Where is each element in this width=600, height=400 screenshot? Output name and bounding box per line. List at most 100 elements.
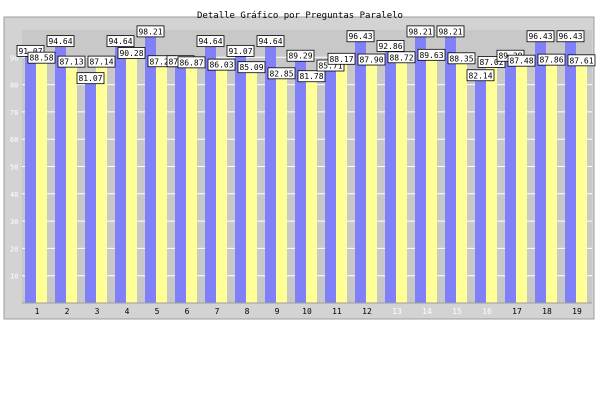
data-label-box xyxy=(46,35,75,48)
y-tick-label: 70 xyxy=(10,109,18,117)
data-label-box xyxy=(237,61,266,74)
data-label: 94.64 xyxy=(258,37,282,46)
data-label: 87.86 xyxy=(539,56,563,65)
bar xyxy=(295,59,306,304)
data-label: 94.64 xyxy=(198,37,222,46)
bar xyxy=(336,62,347,303)
data-label-box xyxy=(57,55,86,68)
bar xyxy=(396,60,407,303)
chart-title: Detalle Gráfico por Preguntas Paralelo xyxy=(197,11,403,21)
y-tick-labels: 10 20 30 40 50 60 70 80 90 xyxy=(10,54,18,280)
bar xyxy=(535,39,546,304)
bar xyxy=(96,65,107,303)
data-label-box xyxy=(466,69,495,82)
bar xyxy=(355,39,366,304)
data-label: 87.14 xyxy=(89,58,113,67)
data-label-box xyxy=(136,25,165,38)
data-label-box xyxy=(387,51,416,64)
data-label: 92.86 xyxy=(378,42,402,51)
bar xyxy=(156,64,167,303)
data-label-box xyxy=(76,72,105,85)
x-tick-label: 2 xyxy=(65,307,70,316)
data-label: 86.87 xyxy=(179,58,203,67)
data-label-box xyxy=(297,70,326,83)
bar xyxy=(216,68,227,304)
data-label: 88.72 xyxy=(389,53,413,62)
data-label-box xyxy=(436,25,465,38)
y-tick-label: 80 xyxy=(10,82,18,90)
data-label: 87.90 xyxy=(359,56,383,65)
bar xyxy=(505,59,516,304)
bar xyxy=(246,70,257,303)
data-label: 98.21 xyxy=(138,27,162,36)
bar xyxy=(385,49,396,303)
bar xyxy=(276,76,287,303)
bar xyxy=(55,44,66,303)
data-label-box xyxy=(177,56,206,69)
data-label: 82.14 xyxy=(468,71,492,80)
bar xyxy=(445,34,456,304)
bar xyxy=(115,44,126,303)
data-label-box xyxy=(556,30,585,43)
data-label: 88.58 xyxy=(29,54,53,63)
data-label-box xyxy=(117,47,146,59)
bar xyxy=(126,56,137,303)
data-label: 85.09 xyxy=(239,63,263,72)
bar xyxy=(325,69,336,303)
data-label-box xyxy=(447,52,476,65)
data-labels: 91.0788.5894.6487.1381.0787.1494.6490.28… xyxy=(16,25,596,85)
bar xyxy=(546,63,557,304)
x-tick-label: 1 xyxy=(35,307,40,316)
x-tick-label: 17 xyxy=(512,307,522,316)
x-tick-labels: 1 2 3 4 5 6 7 8 9 10 11 12 13 14 15 16 17 18 19 xyxy=(35,307,582,316)
bar xyxy=(366,63,377,303)
data-label: 87.61 xyxy=(569,56,593,65)
data-label-box xyxy=(507,54,536,67)
y-tick-label: 40 xyxy=(10,191,18,199)
bar xyxy=(175,64,186,303)
data-label: 91.07 xyxy=(228,47,252,56)
y-tick-label: 90 xyxy=(10,54,18,62)
data-label-box xyxy=(346,30,375,43)
x-tick-label: 11 xyxy=(332,307,342,316)
bar xyxy=(576,63,587,303)
data-label-box xyxy=(256,35,285,48)
data-label: 96.43 xyxy=(348,32,372,41)
bar xyxy=(426,58,437,303)
data-label-box xyxy=(357,53,386,66)
bar xyxy=(456,61,467,303)
data-label: 87.02 xyxy=(479,58,503,67)
bar xyxy=(205,44,216,303)
y-tick-label: 50 xyxy=(10,164,18,172)
data-label-box xyxy=(406,25,435,38)
data-label: 98.21 xyxy=(438,27,462,36)
y-tick-label: 10 xyxy=(10,273,18,281)
data-label-box xyxy=(226,44,255,57)
x-tick-label: 12 xyxy=(362,307,372,316)
x-tick-label: 15 xyxy=(452,307,462,316)
data-label: 98.21 xyxy=(408,27,432,36)
data-label: 89.29 xyxy=(288,52,312,61)
data-label: 87.27 xyxy=(149,57,173,66)
x-tick-label: 18 xyxy=(542,307,552,316)
data-label: 96.43 xyxy=(528,32,552,41)
y-tick-label: 30 xyxy=(10,218,18,226)
data-label-box xyxy=(27,51,56,64)
bar xyxy=(486,65,497,304)
data-label: 89.63 xyxy=(419,51,443,60)
data-label-box xyxy=(417,48,446,61)
data-label-box xyxy=(207,58,236,71)
data-label-box xyxy=(87,55,116,68)
data-label: 81.07 xyxy=(78,74,102,83)
data-label-box xyxy=(537,53,566,66)
data-label-box xyxy=(567,54,596,67)
bar xyxy=(186,65,197,303)
bar xyxy=(265,44,276,303)
data-label-box xyxy=(286,49,315,62)
x-tick-label: 9 xyxy=(275,307,280,316)
data-label-box xyxy=(327,52,356,65)
x-tick-label: 19 xyxy=(572,307,582,316)
data-label: 87.13 xyxy=(59,58,83,67)
data-label-box xyxy=(196,35,225,48)
data-label-box xyxy=(267,67,296,80)
